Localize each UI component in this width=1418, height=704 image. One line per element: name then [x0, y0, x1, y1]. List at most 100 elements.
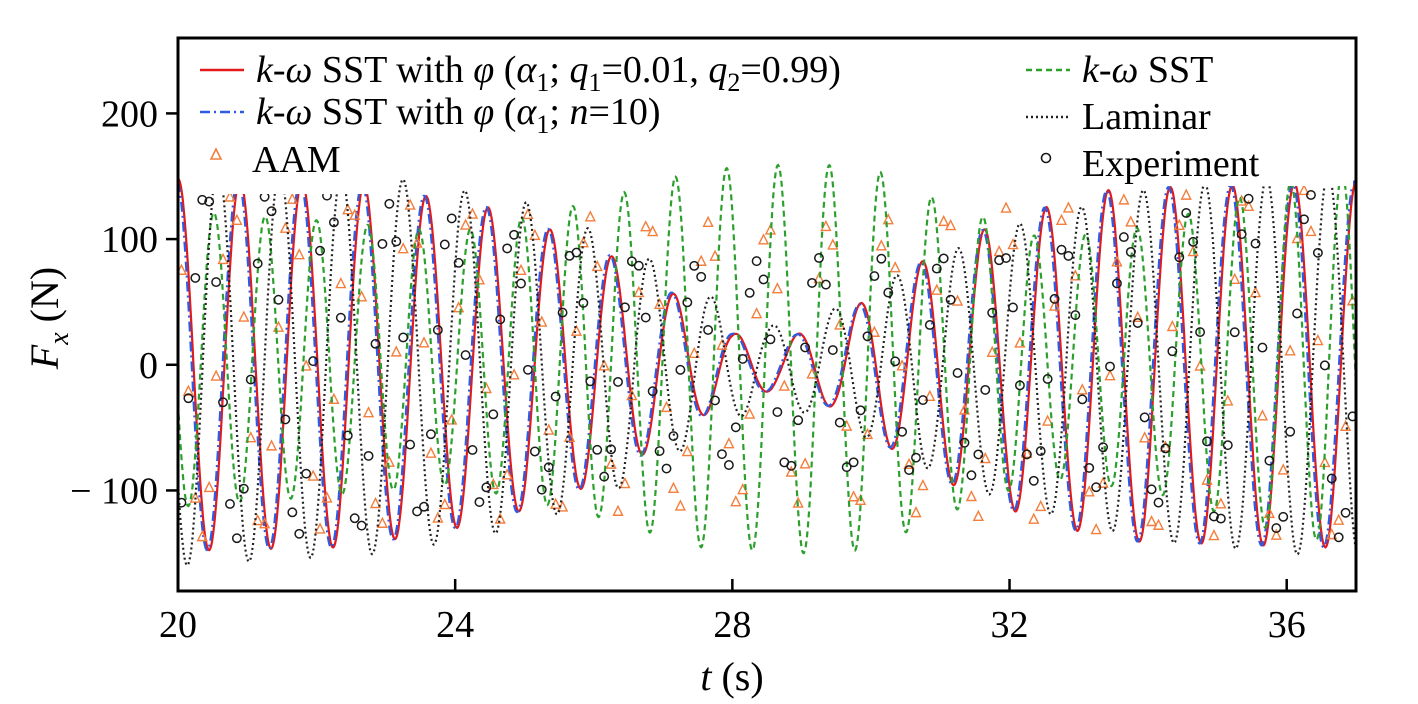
experiment-point: [536, 484, 547, 495]
experiment-point: [1098, 442, 1109, 453]
experiment-point: [758, 274, 769, 285]
aam-point: [501, 468, 513, 480]
aam-point: [647, 225, 659, 237]
experiment-point: [419, 501, 429, 512]
aam-point: [300, 359, 312, 371]
aam-point: [1215, 497, 1227, 509]
aam-point: [404, 198, 416, 210]
aam-point: [598, 359, 610, 371]
experiment-point: [1181, 208, 1192, 218]
experiment-point: [252, 258, 263, 269]
experiment-point: [751, 256, 762, 267]
aam-point: [702, 215, 714, 228]
experiment-point: [696, 271, 707, 282]
experiment-point: [446, 213, 457, 224]
experiment-point: [654, 446, 665, 456]
plot-frame: [176, 36, 1358, 593]
experiment-point: [231, 533, 242, 544]
experiment-point: [467, 445, 478, 455]
experiment-point: [959, 437, 970, 448]
experiment-point: [904, 465, 915, 475]
experiment-point: [855, 405, 866, 416]
aam-point: [847, 490, 860, 502]
experiment-point: [924, 320, 935, 330]
experiment-point: [481, 482, 492, 493]
experiment-point: [425, 429, 436, 440]
aam-point: [570, 324, 583, 336]
aam-point: [806, 367, 818, 379]
series-line-4: [178, 164, 1356, 567]
aam-point: [335, 276, 347, 289]
experiment-point: [1236, 229, 1247, 240]
experiment-point: [1312, 247, 1323, 258]
experiment-point: [349, 513, 360, 524]
aam-point: [709, 249, 721, 261]
experiment-point: [786, 460, 797, 471]
aam-point: [508, 368, 520, 380]
experiment-point: [765, 334, 776, 345]
x-tick-label: 24: [436, 604, 474, 646]
legend-bg-right: [1018, 46, 1353, 186]
experiment-point: [1202, 436, 1212, 447]
aam-point: [418, 336, 430, 348]
aam-point: [494, 512, 506, 524]
aam-point: [182, 384, 195, 396]
experiment-point: [204, 196, 215, 207]
legend-bg-main: [190, 46, 1010, 158]
experiment-point: [1049, 293, 1060, 304]
aam-point: [882, 213, 894, 225]
aam-point: [1222, 394, 1234, 406]
aam-point: [258, 517, 271, 529]
experiment-point: [1125, 246, 1136, 257]
aam-point: [314, 522, 326, 534]
experiment-point: [592, 444, 603, 455]
aam-point: [674, 499, 687, 511]
experiment-point: [308, 356, 319, 367]
aam-point: [376, 516, 389, 528]
aam-point: [979, 451, 991, 464]
aam-point: [1083, 485, 1095, 497]
series-line-3: [178, 163, 1356, 555]
experiment-point: [488, 409, 499, 420]
aam-point: [854, 493, 867, 506]
aam-point: [522, 207, 534, 220]
experiment-point: [689, 260, 700, 271]
x-tick-label: 20: [159, 604, 197, 646]
experiment-point: [460, 350, 471, 361]
aam-point: [1305, 224, 1317, 237]
aam-point: [265, 439, 278, 451]
aam-point: [771, 282, 784, 294]
experiment-point: [1042, 373, 1053, 384]
experiment-point: [807, 277, 817, 288]
aam-point: [1298, 183, 1310, 196]
aam-point: [1180, 188, 1192, 200]
experiment-point: [1340, 507, 1351, 518]
experiment-point: [1146, 484, 1157, 495]
aam-point: [432, 511, 444, 523]
experiment-point: [1326, 473, 1337, 484]
experiment-point: [862, 331, 873, 342]
experiment-point: [1028, 475, 1039, 486]
experiment-point: [391, 236, 402, 247]
experiment-point: [1271, 523, 1282, 534]
experiment-point: [744, 287, 755, 298]
aam-point: [1000, 201, 1012, 213]
aam-point: [889, 261, 901, 273]
aam-point: [716, 338, 728, 350]
experiment-point: [1070, 310, 1081, 321]
experiment-point: [800, 342, 811, 353]
experiment-point: [1111, 278, 1122, 289]
experiment-point: [1347, 411, 1356, 422]
aam-point: [355, 290, 368, 302]
experiment-point: [1001, 253, 1012, 263]
experiment-point: [571, 247, 582, 258]
aam-point: [349, 208, 361, 220]
experiment-point: [599, 471, 610, 482]
experiment-point: [439, 239, 450, 250]
aam-point: [1270, 528, 1282, 540]
aam-point: [238, 310, 250, 322]
aam-point: [640, 220, 652, 232]
aam-point: [965, 489, 978, 502]
experiment-point: [1257, 342, 1268, 353]
experiment-point: [1139, 412, 1150, 423]
